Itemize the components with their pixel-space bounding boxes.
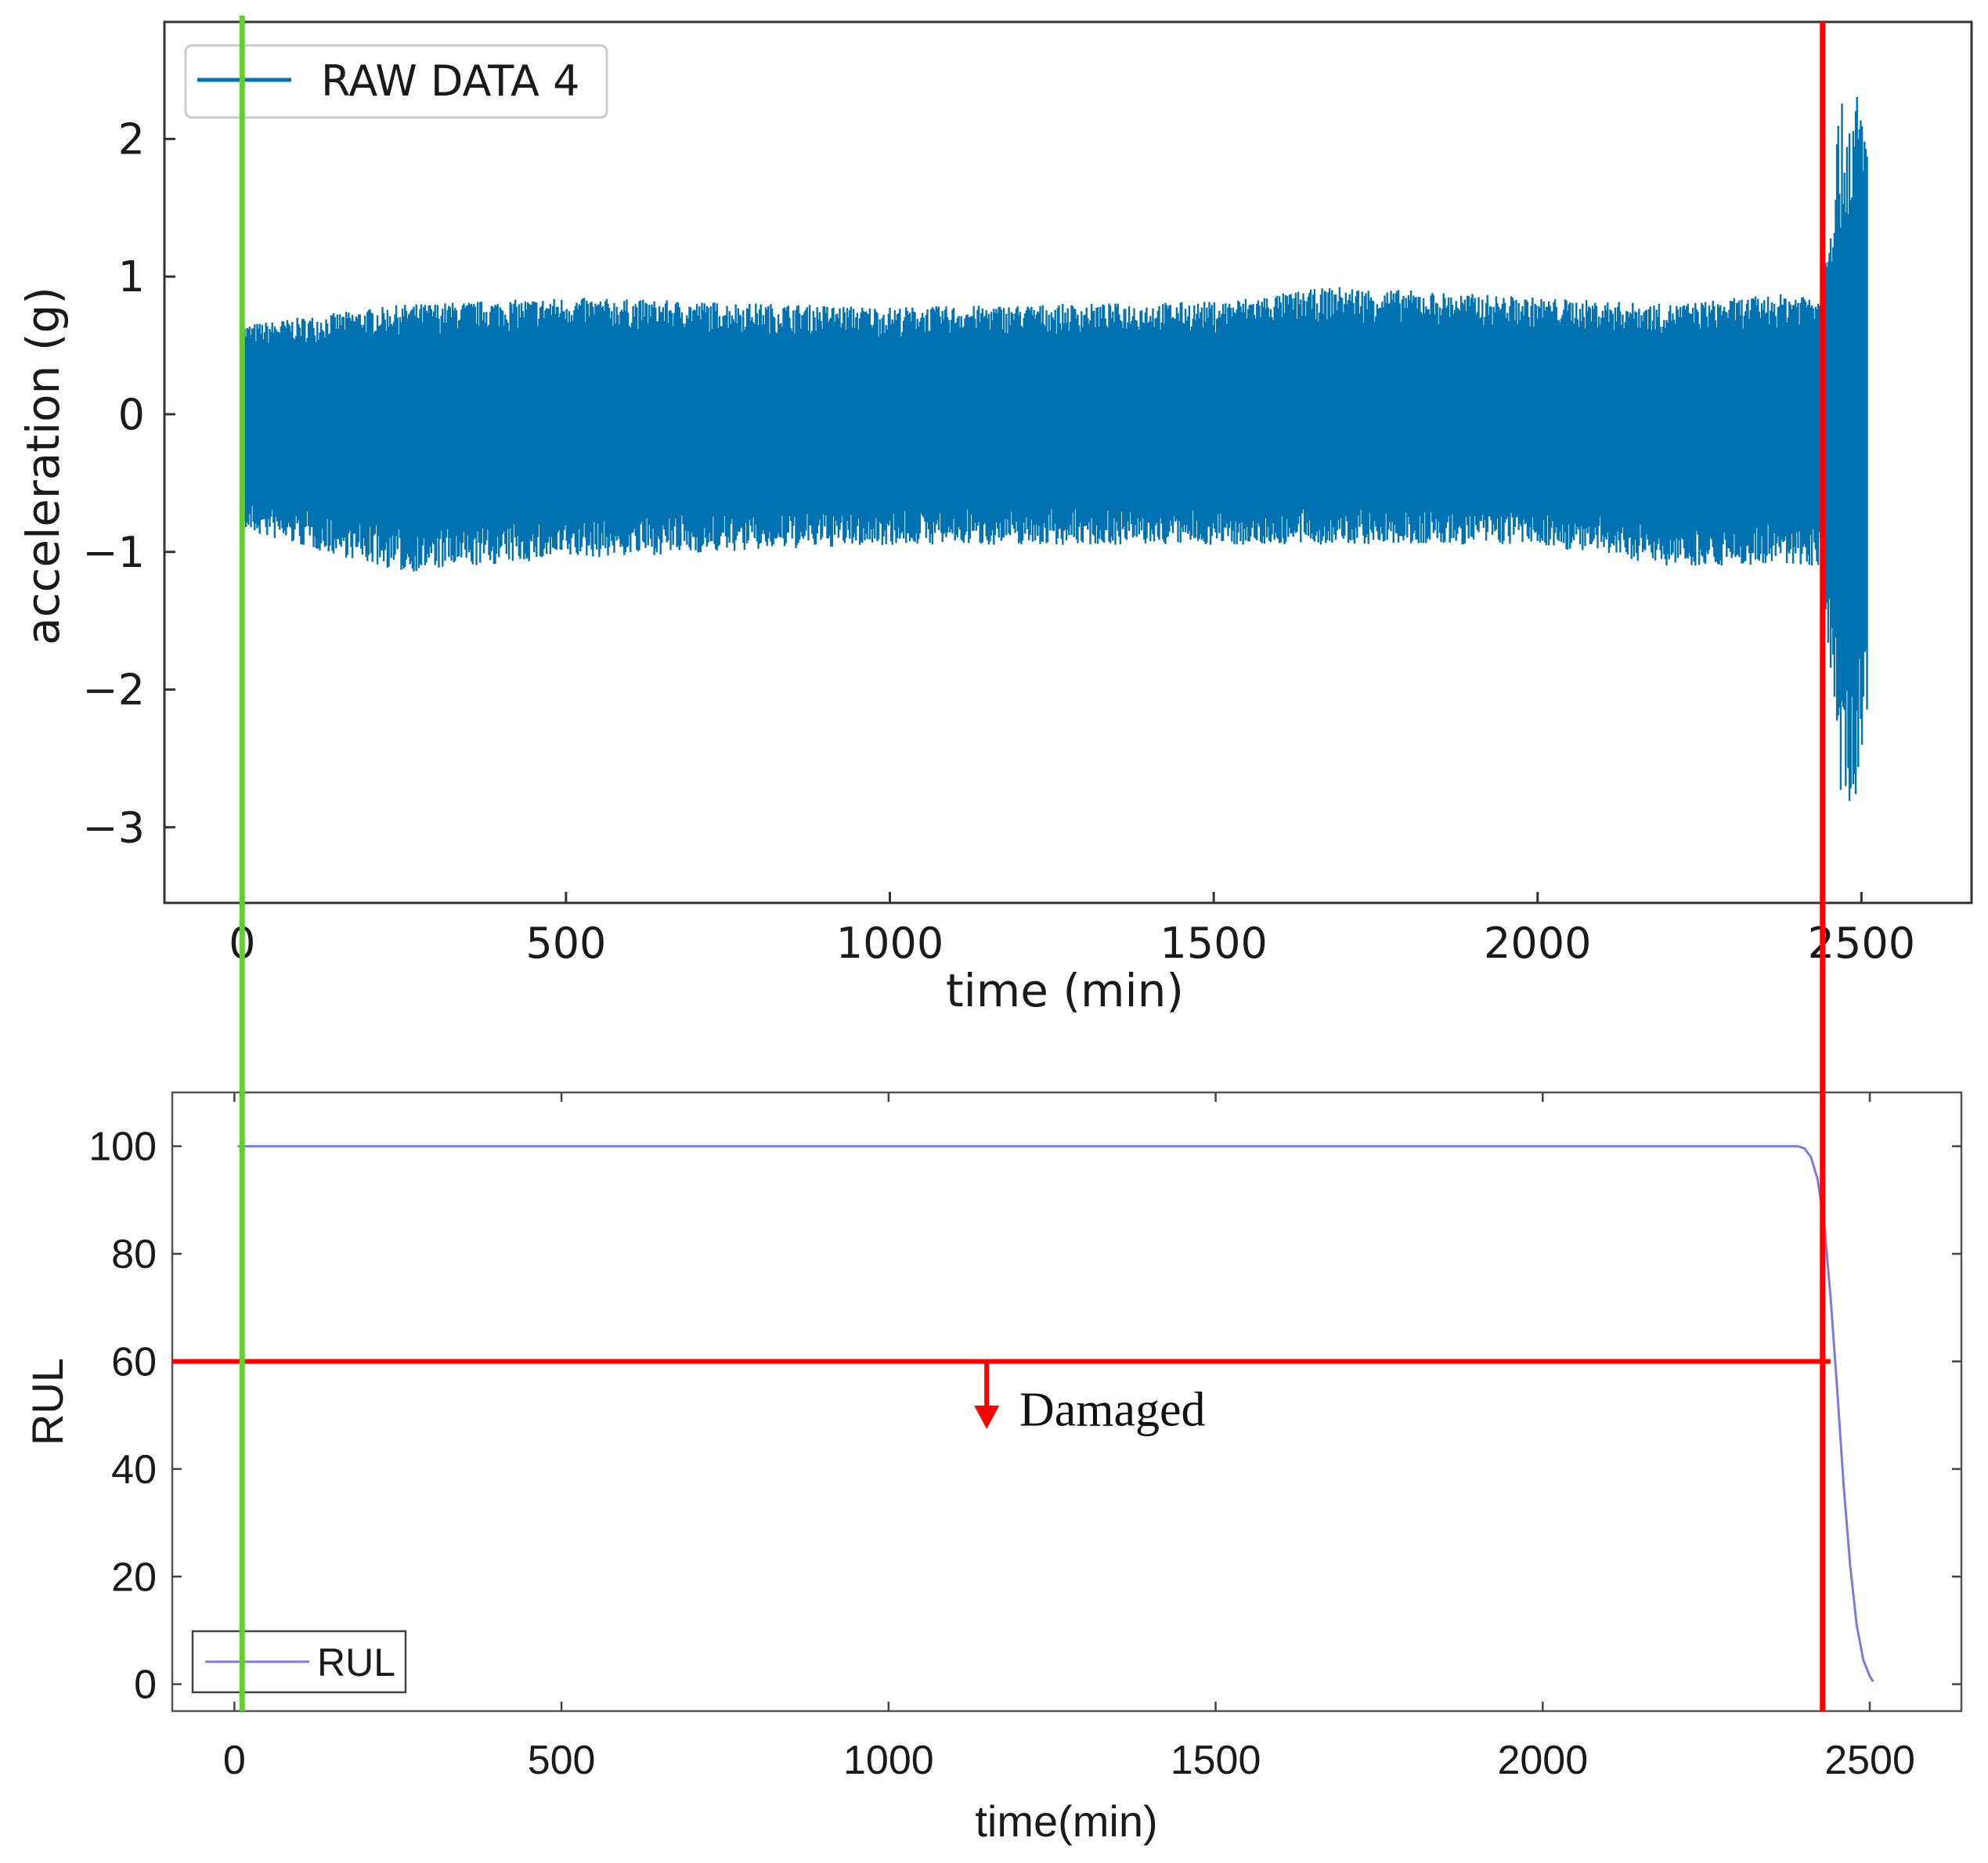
acceleration-legend: RAW DATA 4 (184, 44, 608, 119)
rul-legend-label: RUL (317, 1641, 395, 1684)
rul-panel: 0 500 1000 1500 2000 2500 0 20 40 60 80 100 time(mi… (23, 1091, 1963, 1846)
rul-plot-area (171, 1091, 1963, 1713)
acceleration-y-tick-label: −3 (82, 803, 145, 852)
rul-x-tick-label: 500 (528, 1738, 596, 1783)
acceleration-y-tick-label: 1 (118, 252, 145, 301)
rul-y-tick-label: 100 (88, 1125, 157, 1170)
rul-x-tick-label: 1000 (843, 1738, 934, 1783)
rul-y-tick-label: 40 (111, 1447, 157, 1493)
rul-y-axis-label: RUL (23, 1358, 72, 1446)
rul-x-tick-label: 1500 (1171, 1738, 1261, 1783)
acceleration-legend-label: RAW DATA 4 (321, 56, 580, 106)
acceleration-x-axis-label: time (min) (946, 964, 1184, 1017)
acceleration-y-tick-label: −1 (82, 528, 145, 577)
acceleration-legend-box (184, 44, 608, 119)
acceleration-y-tick-label: −2 (82, 666, 145, 715)
rul-x-axis-label: time(min) (975, 1796, 1157, 1846)
rul-annotations (172, 1359, 1831, 1429)
damaged-annotation-text: Damaged (1019, 1383, 1206, 1436)
acceleration-x-tick-label: 1500 (1160, 919, 1267, 968)
rul-axis-ticks: 0 500 1000 1500 2000 2500 0 20 40 60 80 100 (88, 1092, 1961, 1783)
rul-x-tick-label: 2500 (1824, 1738, 1915, 1783)
rul-x-tick-label: 0 (223, 1738, 246, 1783)
rul-y-tick-label: 80 (111, 1232, 157, 1277)
rul-legend: RUL (191, 1630, 407, 1694)
acceleration-y-tick-label: 0 (118, 390, 145, 439)
acceleration-x-tick-label: 1000 (836, 919, 943, 968)
rul-curve (237, 1145, 1874, 1682)
acceleration-x-tick-label: 2500 (1808, 919, 1915, 968)
rul-y-tick-label: 20 (111, 1554, 157, 1600)
damaged-arrow-head (974, 1405, 1000, 1429)
rul-x-tick-label: 2000 (1497, 1738, 1588, 1783)
acceleration-panel: 0 500 1000 1500 2000 2500 2 1 0 −1 −2 −3 time (min… (16, 20, 1973, 1017)
acceleration-y-tick-label: 2 (118, 114, 145, 164)
rul-y-tick-label: 0 (134, 1663, 157, 1708)
rul-y-tick-label: 60 (111, 1339, 157, 1385)
acceleration-y-ticks: 2 1 0 −1 −2 −3 (82, 114, 175, 852)
acceleration-x-tick-label: 500 (525, 919, 606, 968)
acceleration-y-axis-label: acceleration (g) (16, 287, 70, 645)
acceleration-x-tick-label: 2000 (1484, 919, 1591, 968)
